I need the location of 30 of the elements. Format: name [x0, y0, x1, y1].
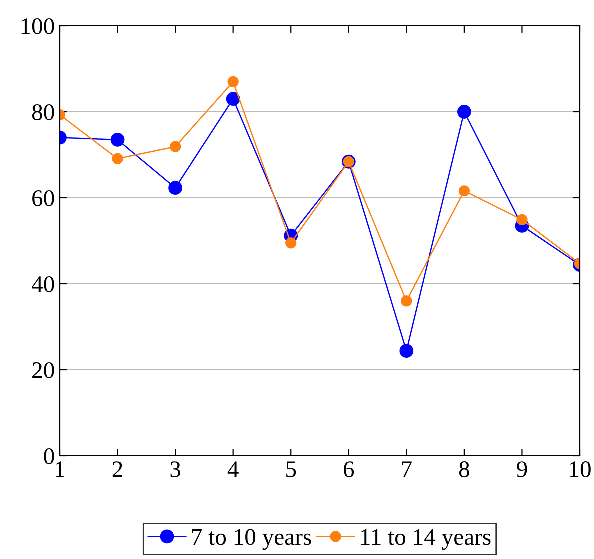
- x-tick-label: 7: [402, 462, 412, 478]
- x-tick-label: 8: [459, 462, 470, 478]
- point: [110, 133, 125, 147]
- y-tick-label: 60: [32, 190, 54, 206]
- point: [112, 153, 124, 164]
- point: [458, 186, 470, 197]
- point: [286, 238, 297, 249]
- y-tick-label: 40: [32, 276, 54, 292]
- point: [458, 105, 472, 119]
- x-tick-label: 10: [570, 462, 591, 478]
- x-tick-label: 2: [112, 462, 122, 478]
- point: [168, 181, 182, 196]
- y-tick-label: 0: [44, 448, 54, 464]
- x-tick-label: 6: [344, 462, 354, 478]
- x-tick-label: 5: [286, 462, 296, 478]
- legend-label: 7 to 10 years: [192, 529, 312, 550]
- point: [516, 214, 528, 226]
- point: [170, 141, 182, 152]
- point: [228, 76, 239, 88]
- point: [401, 296, 412, 307]
- point: [400, 344, 414, 358]
- x-tick-label: 1: [56, 462, 64, 478]
- x-tick-label: 3: [170, 462, 181, 478]
- x-tick-label: 9: [517, 462, 528, 478]
- y-tick-label: 20: [32, 362, 54, 378]
- legend-label: 11 to 14 years: [361, 529, 491, 550]
- y-tick-label: 80: [32, 104, 54, 120]
- point: [226, 92, 240, 106]
- y-tick-label: 100: [22, 18, 54, 34]
- x-tick-label: 4: [228, 462, 239, 478]
